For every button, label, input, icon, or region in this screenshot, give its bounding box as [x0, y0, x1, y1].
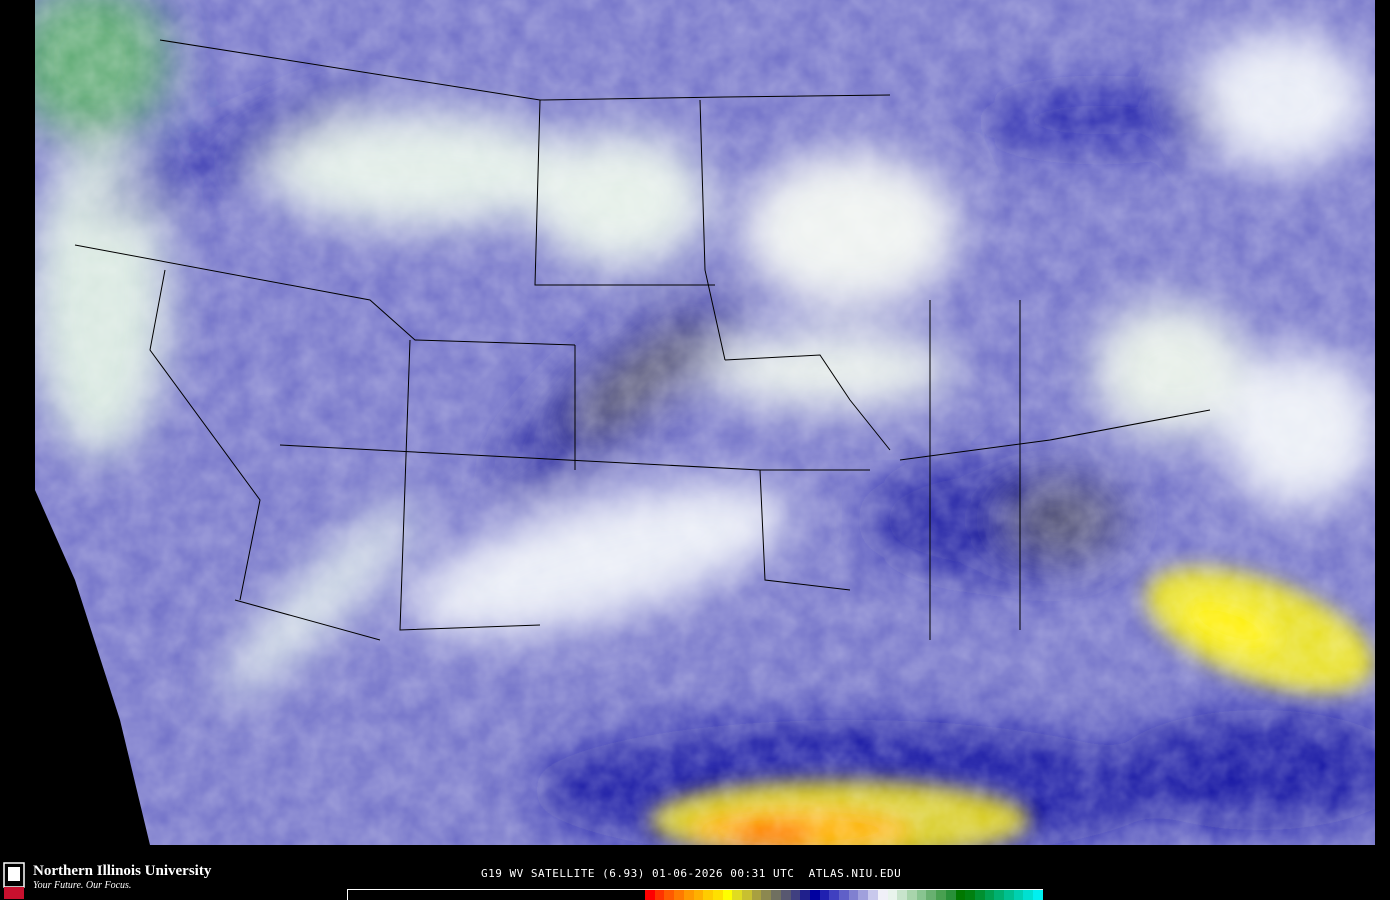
university-name: Northern Illinois University — [33, 863, 212, 879]
colorbar-segment — [800, 890, 810, 900]
colorbar-segment — [974, 890, 985, 900]
colorbar-blank — [347, 890, 645, 900]
colorbar-segment — [1023, 890, 1034, 900]
colorbar-segment — [732, 890, 743, 900]
imagery-layer — [35, 0, 1375, 845]
state-borders — [74, 39, 1211, 641]
colorbar-segment — [712, 890, 723, 900]
colorbar-segment — [936, 890, 946, 900]
image-caption: G19 WV SATELLITE (6.93) 01-06-2026 00:31… — [481, 867, 902, 880]
colorbar-segment — [1004, 890, 1014, 900]
colorbar-segment — [819, 890, 830, 900]
colorbar-segment — [703, 890, 713, 900]
colorbar-segment — [742, 890, 752, 900]
colorbar-segment — [848, 890, 859, 900]
colorbar-segment — [751, 890, 762, 900]
colorbar-segment — [906, 890, 917, 900]
colorbar-segment — [722, 890, 733, 900]
colorbar-segment — [1013, 890, 1024, 900]
colorbar-segment — [790, 890, 801, 900]
colorbar-segment — [693, 890, 704, 900]
colorbar-segment — [887, 890, 898, 900]
colorbar-segment — [984, 890, 995, 900]
colorbar-segment — [926, 890, 937, 900]
colorbar — [347, 889, 1043, 900]
colorbar-segment — [945, 890, 956, 900]
colorbar-segment — [654, 890, 665, 900]
colorbar-segment — [683, 890, 694, 900]
niu-logo — [3, 862, 25, 899]
colorbar-segment — [965, 890, 975, 900]
colorbar-segment — [877, 890, 888, 900]
university-tagline: Your Future. Our Focus. — [33, 880, 132, 891]
colorbar-segment — [868, 890, 878, 900]
colorbar-segment — [664, 890, 675, 900]
colorbar-segment — [829, 890, 840, 900]
colorbar-segment — [771, 890, 781, 900]
colorbar-segment — [994, 890, 1005, 900]
colorbar-segment — [839, 890, 849, 900]
colorbar-segment — [761, 890, 772, 900]
colorbar-segment — [916, 890, 927, 900]
colorbar-segment — [897, 890, 907, 900]
colorbar-segment — [780, 890, 791, 900]
colorbar-segment — [674, 890, 684, 900]
colorbar-segment — [809, 890, 820, 900]
colorbar-segment — [1033, 890, 1043, 900]
water-vapor-satellite-map — [35, 0, 1375, 845]
colorbar-segment — [858, 890, 869, 900]
colorbar-segment — [645, 890, 655, 900]
colorbar-segment — [955, 890, 966, 900]
